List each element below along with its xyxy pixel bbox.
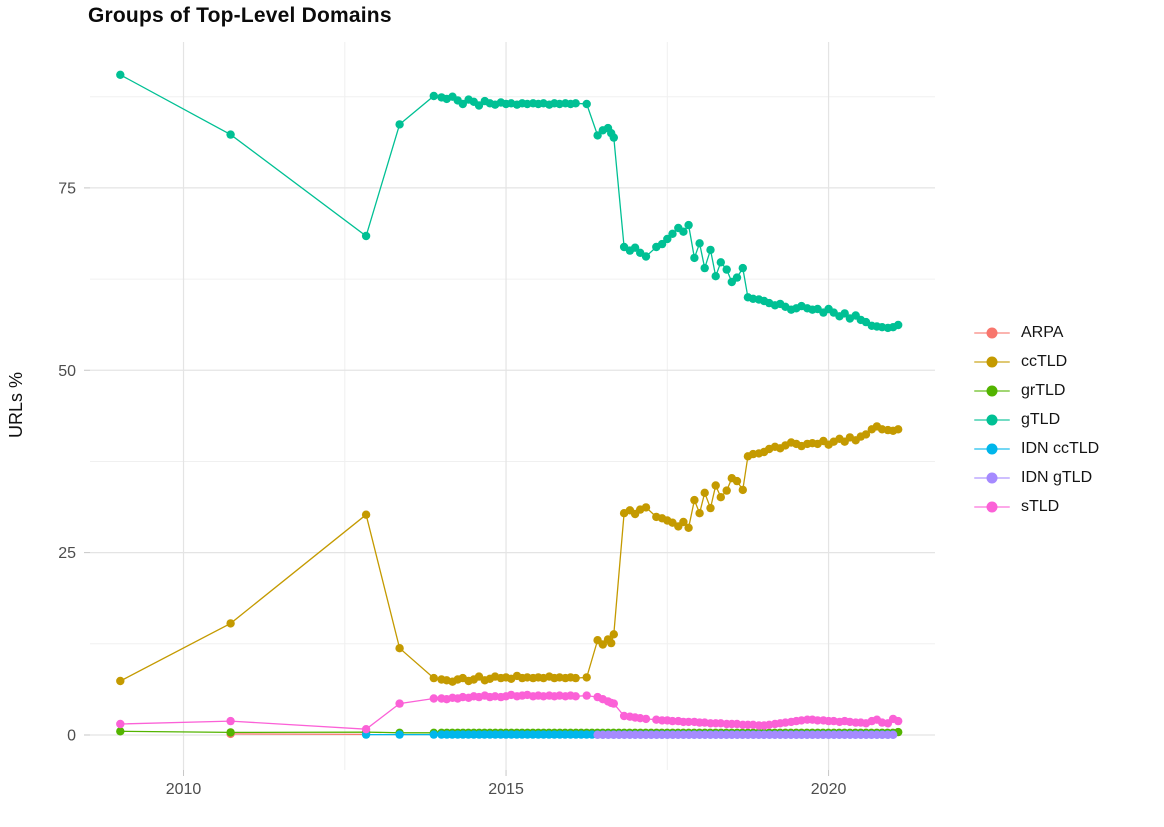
legend-item-grtld: grTLD bbox=[974, 376, 1099, 405]
x-tick-label: 2010 bbox=[166, 781, 202, 798]
series-arpa bbox=[226, 729, 371, 739]
legend-item-gtld: gTLD bbox=[974, 405, 1099, 434]
axes: 0 25 50 75 2010 2015 2020 URLs % bbox=[6, 180, 846, 798]
series-gtld bbox=[116, 70, 903, 333]
chart-title: Groups of Top-Level Domains bbox=[88, 4, 392, 27]
legend-label: ccTLD bbox=[1021, 352, 1068, 370]
legend-key-icon bbox=[974, 414, 1010, 426]
y-tick-label: 50 bbox=[58, 363, 76, 380]
legend-item-idn-gtld: IDN gTLD bbox=[974, 463, 1099, 492]
legend-item-cctld: ccTLD bbox=[974, 347, 1099, 376]
legend-label: sTLD bbox=[1021, 497, 1060, 515]
legend-key-icon bbox=[974, 327, 1010, 339]
y-axis-title: URLs % bbox=[6, 372, 26, 438]
legend: ARPA ccTLD grTLD gTLD IDN ccTLD IDN gTLD sTLD bbox=[974, 318, 1099, 521]
legend-key-icon bbox=[974, 443, 1010, 455]
series-cctld bbox=[116, 422, 903, 686]
grid-major bbox=[90, 42, 935, 770]
y-tick-label: 0 bbox=[67, 727, 76, 744]
legend-key-icon bbox=[974, 356, 1010, 368]
legend-key-icon bbox=[974, 472, 1010, 484]
series-idn-gtld bbox=[593, 730, 898, 739]
legend-item-arpa: ARPA bbox=[974, 318, 1099, 347]
x-tick-label: 2015 bbox=[488, 781, 524, 798]
legend-item-idn-cctld: IDN ccTLD bbox=[974, 434, 1099, 463]
y-tick-label: 25 bbox=[58, 545, 76, 562]
legend-label: IDN ccTLD bbox=[1021, 439, 1100, 457]
legend-label: grTLD bbox=[1021, 381, 1066, 399]
legend-label: gTLD bbox=[1021, 410, 1061, 428]
legend-label: ARPA bbox=[1021, 323, 1064, 341]
legend-key-icon bbox=[974, 385, 1010, 397]
y-tick-label: 75 bbox=[58, 180, 76, 197]
grid-minor bbox=[90, 42, 935, 770]
legend-key-icon bbox=[974, 501, 1010, 513]
x-tick-label: 2020 bbox=[811, 781, 847, 798]
legend-label: IDN gTLD bbox=[1021, 468, 1093, 486]
series-stld bbox=[116, 690, 903, 734]
legend-item-stld: sTLD bbox=[974, 492, 1099, 521]
